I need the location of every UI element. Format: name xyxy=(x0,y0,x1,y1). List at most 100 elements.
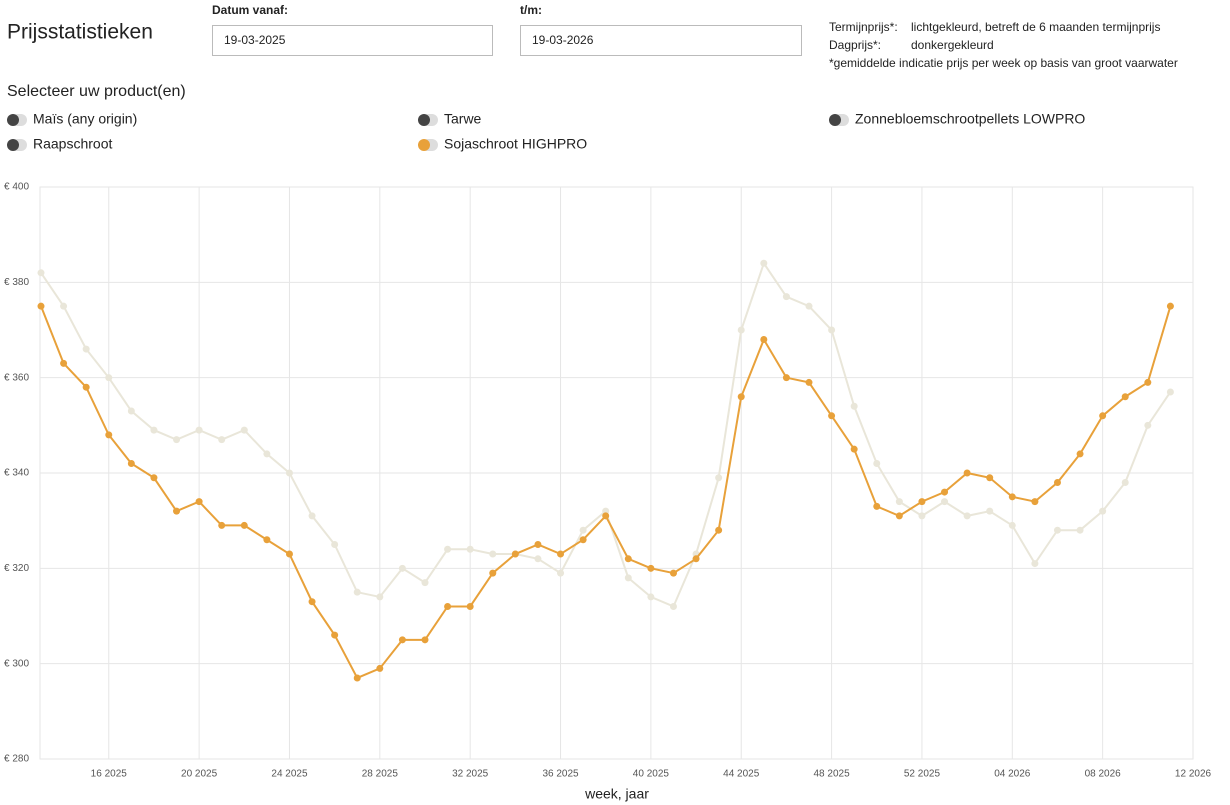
y-tick-label: € 380 xyxy=(4,277,29,288)
toggle-knob xyxy=(829,114,841,126)
x-tick-label: 20 2025 xyxy=(181,769,218,780)
data-point xyxy=(421,579,429,587)
product-toggle[interactable]: Raapschroot xyxy=(7,136,112,152)
data-point xyxy=(534,555,542,563)
date-input[interactable] xyxy=(212,25,493,56)
data-point xyxy=(376,593,384,601)
chart: € 280 € 300 € 320 € 340 € 360 € 380 € 400 16 20… xyxy=(4,182,1212,802)
data-point xyxy=(82,383,90,391)
data-point xyxy=(240,521,248,529)
data-point xyxy=(331,631,339,639)
data-point xyxy=(579,526,587,534)
data-point xyxy=(828,326,836,334)
data-point xyxy=(850,445,858,453)
data-point xyxy=(941,488,949,496)
data-point xyxy=(1008,521,1016,529)
data-point xyxy=(850,402,858,410)
data-point xyxy=(173,507,181,515)
data-point xyxy=(285,469,293,477)
data-point xyxy=(986,474,994,482)
data-point xyxy=(1031,498,1039,506)
data-point xyxy=(941,498,949,506)
x-axis-title: week, jaar xyxy=(584,786,649,802)
note-text: lichtgekleurd, betreft de 6 maanden term… xyxy=(911,20,1160,34)
data-point xyxy=(37,269,45,277)
data-point xyxy=(1076,526,1084,534)
data-point xyxy=(285,550,293,558)
x-tick-label: 28 2025 xyxy=(362,769,399,780)
data-point xyxy=(692,555,700,563)
data-point xyxy=(760,336,768,344)
product-toggle[interactable]: Sojaschroot HIGHPRO xyxy=(418,136,587,152)
x-tick-label: 04 2026 xyxy=(994,769,1031,780)
data-point xyxy=(669,569,677,577)
product-toggle[interactable]: Tarwe xyxy=(418,111,482,127)
data-point xyxy=(150,426,158,434)
date-value: 19-03-2025 xyxy=(224,33,286,47)
product-toggle[interactable]: Zonnebloemschrootpellets LOWPRO xyxy=(829,111,1085,127)
data-point xyxy=(1008,493,1016,501)
toggle-knob xyxy=(418,114,430,126)
data-point xyxy=(195,498,203,506)
data-point xyxy=(173,436,181,444)
data-point xyxy=(60,302,68,310)
data-point xyxy=(647,593,655,601)
data-point xyxy=(1144,378,1152,386)
data-point xyxy=(263,450,271,458)
data-point xyxy=(218,436,226,444)
data-point xyxy=(647,564,655,572)
date-input[interactable] xyxy=(520,25,802,56)
data-point xyxy=(1031,560,1039,568)
y-tick-label: € 340 xyxy=(4,468,29,479)
data-point xyxy=(895,512,903,520)
x-tick-label: 40 2025 xyxy=(633,769,670,780)
data-point xyxy=(127,407,135,415)
data-point xyxy=(1076,450,1084,458)
data-point xyxy=(218,521,226,529)
x-tick-label: 48 2025 xyxy=(814,769,851,780)
x-tick-label: 16 2025 xyxy=(91,769,128,780)
note-text: donkergekleurd xyxy=(911,38,994,52)
data-point xyxy=(963,512,971,520)
note-label: Dagprijs*: xyxy=(829,38,881,52)
data-point xyxy=(918,498,926,506)
y-tick-label: € 400 xyxy=(4,182,29,193)
product-name: Raapschroot xyxy=(33,136,112,152)
data-point xyxy=(669,602,677,610)
data-point xyxy=(715,474,723,482)
data-point xyxy=(737,326,745,334)
data-point xyxy=(737,393,745,401)
x-tick-label: 52 2025 xyxy=(904,769,941,780)
data-point xyxy=(105,431,113,439)
data-point xyxy=(466,602,474,610)
data-point xyxy=(263,536,271,544)
x-tick-label: 08 2026 xyxy=(1085,769,1122,780)
data-point xyxy=(986,507,994,515)
y-tick-label: € 280 xyxy=(4,754,29,765)
data-point xyxy=(37,302,45,310)
data-point xyxy=(579,536,587,544)
product-toggle[interactable]: Maïs (any origin) xyxy=(7,111,137,127)
data-point xyxy=(240,426,248,434)
product-name: Tarwe xyxy=(444,111,482,127)
data-point xyxy=(444,545,452,553)
data-point xyxy=(624,555,632,563)
data-point xyxy=(873,459,881,467)
data-point xyxy=(466,545,474,553)
data-point xyxy=(805,378,813,386)
series-line xyxy=(40,261,1172,608)
data-point xyxy=(511,550,519,558)
data-point xyxy=(963,469,971,477)
data-point xyxy=(353,674,361,682)
data-point xyxy=(195,426,203,434)
data-point xyxy=(805,302,813,310)
data-point xyxy=(398,636,406,644)
data-point xyxy=(1053,479,1061,487)
data-point xyxy=(308,598,316,606)
data-point xyxy=(624,574,632,582)
data-point xyxy=(353,588,361,596)
y-tick-label: € 300 xyxy=(4,658,29,669)
data-point xyxy=(828,412,836,420)
